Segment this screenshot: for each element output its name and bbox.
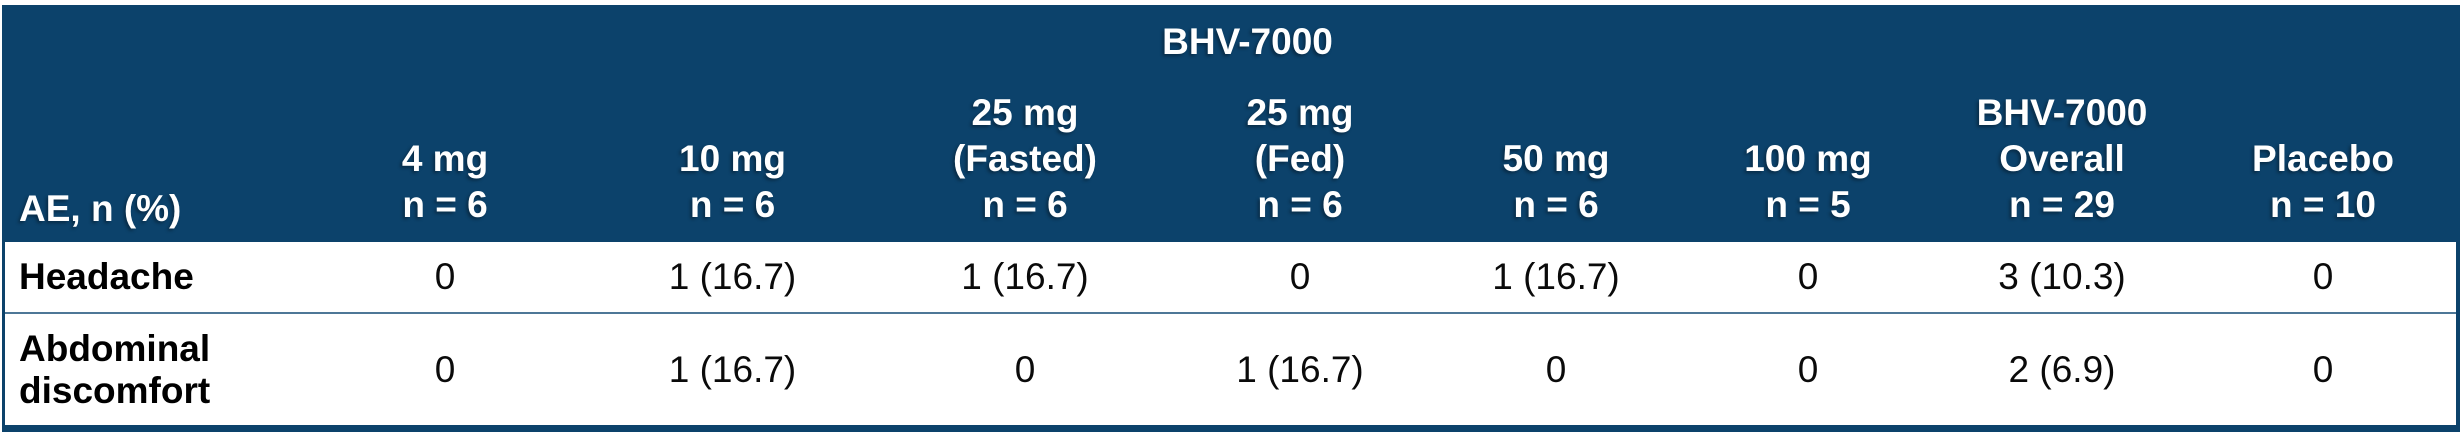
data-cell: 1 (16.7) <box>961 256 1089 297</box>
col-header-line: (Fasted) <box>953 138 1097 179</box>
col-header-25mg-fasted: 25 mg (Fasted) n = 6 <box>880 90 1170 242</box>
col-header-line: 100 mg <box>1744 138 1872 179</box>
table-row-headache: Headache 0 1 (16.7) 1 (16.7) 0 1 (16.7) … <box>5 242 2456 314</box>
adverse-events-table: BHV-7000 AE, n (%) 4 mg n = 6 10 mg n = … <box>2 5 2460 432</box>
data-cell: 0 <box>434 256 456 297</box>
data-cell: 0 <box>1289 256 1311 297</box>
data-cell: 0 <box>1797 256 1819 297</box>
col-header-100mg: 100 mg n = 5 <box>1682 136 1934 242</box>
col-header-line: 10 mg <box>679 138 786 179</box>
table-row-abdominal-discomfort: Abdominal discomfort 0 1 (16.7) 0 1 (16.… <box>5 314 2456 425</box>
col-header-line: Overall <box>1999 138 2125 179</box>
data-cell: 0 <box>1545 348 1567 390</box>
col-header-line: n = 6 <box>402 184 488 225</box>
data-cell: 1 (16.7) <box>668 348 797 390</box>
col-header-line: BHV-7000 <box>1976 92 2148 133</box>
table-header: BHV-7000 AE, n (%) 4 mg n = 6 10 mg n = … <box>5 8 2456 242</box>
col-header-line: 50 mg <box>1502 138 1610 179</box>
col-header-line: n = 29 <box>2009 184 2115 225</box>
col-header-line: n = 6 <box>1257 184 1343 225</box>
col-header-25mg-fed: 25 mg (Fed) n = 6 <box>1170 90 1430 242</box>
row-label: Headache <box>19 256 194 297</box>
col-header-bhv7000-overall: BHV-7000 Overall n = 29 <box>1934 90 2190 242</box>
col-header-placebo: Placebo n = 10 <box>2190 136 2456 242</box>
data-cell: 0 <box>2312 348 2334 390</box>
data-cell: 0 <box>2312 256 2334 297</box>
corner-header-ae-label: AE, n (%) <box>19 188 182 229</box>
data-cell: 2 (6.9) <box>2008 348 2116 390</box>
col-header-line: n = 6 <box>982 184 1068 225</box>
col-header-line: n = 5 <box>1765 184 1851 225</box>
col-header-line: 25 mg <box>971 92 1079 133</box>
col-header-10mg: 10 mg n = 6 <box>585 136 880 242</box>
data-cell: 1 (16.7) <box>1236 348 1364 390</box>
group-header-bhv7000: BHV-7000 <box>1162 21 1333 62</box>
data-cell: 0 <box>1797 348 1819 390</box>
col-header-line: Placebo <box>2252 138 2394 179</box>
col-header-line: 25 mg <box>1246 92 1354 133</box>
col-header-line: (Fed) <box>1254 138 1346 179</box>
col-header-4mg: 4 mg n = 6 <box>305 136 585 242</box>
col-header-50mg: 50 mg n = 6 <box>1430 136 1682 242</box>
col-header-line: n = 10 <box>2270 184 2376 225</box>
data-cell: 1 (16.7) <box>1492 256 1620 297</box>
col-header-line: n = 6 <box>1513 184 1599 225</box>
col-header-line: n = 6 <box>689 184 776 225</box>
data-cell: 3 (10.3) <box>1998 256 2126 297</box>
row-label: Abdominal discomfort <box>19 327 211 411</box>
data-cell: 0 <box>434 348 456 390</box>
data-cell: 1 (16.7) <box>668 256 797 297</box>
data-cell: 0 <box>1014 348 1036 390</box>
col-header-line: 4 mg <box>401 138 489 179</box>
